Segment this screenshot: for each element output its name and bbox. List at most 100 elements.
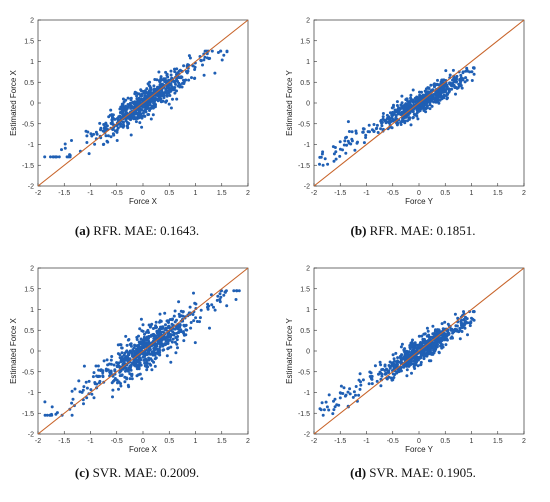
data-point	[433, 349, 437, 353]
data-point	[101, 374, 105, 378]
data-point	[150, 322, 154, 326]
data-point	[440, 322, 444, 326]
y-tick-label: -1	[304, 390, 310, 397]
data-point	[212, 305, 215, 309]
data-point	[372, 123, 376, 126]
data-point	[181, 81, 184, 85]
data-point	[362, 127, 366, 131]
data-point	[411, 338, 414, 342]
data-point	[341, 148, 344, 152]
data-point	[109, 370, 113, 374]
data-point	[417, 96, 421, 100]
data-point	[323, 157, 327, 161]
data-point	[162, 96, 166, 100]
data-point	[165, 354, 169, 358]
data-point	[152, 84, 156, 88]
data-point	[469, 321, 473, 325]
data-point	[367, 123, 371, 127]
data-point	[140, 125, 144, 129]
y-tick-label: 2	[30, 18, 34, 25]
data-point	[344, 151, 348, 155]
data-point	[199, 308, 203, 312]
data-point	[176, 71, 180, 75]
caption-text-b: RFR. MAE: 0.1851.	[369, 223, 476, 238]
x-tick-label: 2	[246, 438, 250, 445]
data-point	[405, 354, 409, 358]
data-point	[120, 346, 124, 350]
data-point	[412, 365, 416, 369]
data-point	[57, 155, 61, 159]
data-point	[321, 150, 325, 154]
data-point	[170, 85, 174, 89]
y-tick-label: -2	[28, 184, 34, 191]
data-point	[344, 393, 348, 397]
data-point	[409, 93, 413, 97]
data-point	[43, 400, 47, 404]
data-point	[130, 351, 134, 354]
data-point	[169, 360, 173, 364]
data-point	[137, 365, 141, 369]
data-point	[152, 337, 156, 340]
data-point	[379, 384, 383, 388]
identity-line	[313, 267, 525, 435]
data-point	[188, 56, 192, 60]
data-point	[402, 104, 405, 108]
data-point	[132, 117, 136, 121]
y-tick-label: -1.5	[298, 163, 310, 170]
data-point	[352, 390, 356, 394]
data-point	[175, 97, 179, 101]
data-point	[111, 395, 114, 399]
data-point	[168, 94, 172, 97]
data-point	[175, 342, 179, 346]
data-point	[107, 115, 111, 119]
data-point	[332, 399, 335, 403]
data-point	[182, 331, 186, 335]
data-point	[182, 339, 186, 343]
y-tick-label: -2	[304, 184, 310, 191]
data-point	[423, 89, 427, 93]
data-point	[130, 377, 134, 381]
data-point	[135, 374, 139, 378]
y-tick-label: 0.5	[24, 80, 34, 87]
identity-line	[37, 267, 249, 435]
caption-text-c: SVR. MAE: 0.2009.	[92, 465, 200, 480]
data-point	[111, 132, 115, 136]
y-tick-label: 0.5	[300, 328, 310, 335]
data-point	[175, 338, 179, 342]
data-point	[342, 386, 346, 390]
x-axis-label: Force Y	[405, 445, 434, 454]
data-point	[232, 289, 236, 293]
data-point	[383, 364, 387, 368]
data-point	[369, 371, 373, 375]
data-point	[111, 116, 114, 120]
data-point	[118, 365, 122, 369]
scatter-panel-c: -2 -1.5 -1 -0.5 0 0.5 1 1.5 2 2 1.5 1 0.5 0 -0.5 -1 -1.5…	[2, 256, 272, 502]
data-point	[429, 359, 433, 363]
data-point	[450, 87, 454, 91]
data-point	[338, 140, 342, 144]
data-point	[168, 333, 172, 337]
identity-line	[37, 19, 249, 187]
data-point	[90, 134, 94, 138]
data-point	[198, 320, 201, 324]
data-point	[116, 381, 119, 385]
x-tick-label: -2	[35, 190, 41, 197]
data-point	[112, 378, 116, 382]
data-point	[192, 319, 196, 323]
x-tick-label: 0	[417, 438, 421, 445]
x-tick-label: -1	[87, 438, 93, 445]
y-tick-label: 0	[30, 349, 34, 356]
data-point	[137, 348, 141, 352]
data-point	[331, 412, 335, 416]
data-point	[120, 351, 124, 355]
data-point	[234, 298, 238, 301]
data-point	[43, 155, 47, 159]
data-point	[165, 94, 169, 98]
data-point	[455, 75, 459, 78]
data-point	[416, 364, 420, 368]
data-point	[444, 90, 447, 94]
y-tick-label: -2	[28, 432, 34, 439]
data-point	[375, 126, 379, 130]
data-point	[428, 346, 432, 350]
data-point	[131, 106, 135, 109]
